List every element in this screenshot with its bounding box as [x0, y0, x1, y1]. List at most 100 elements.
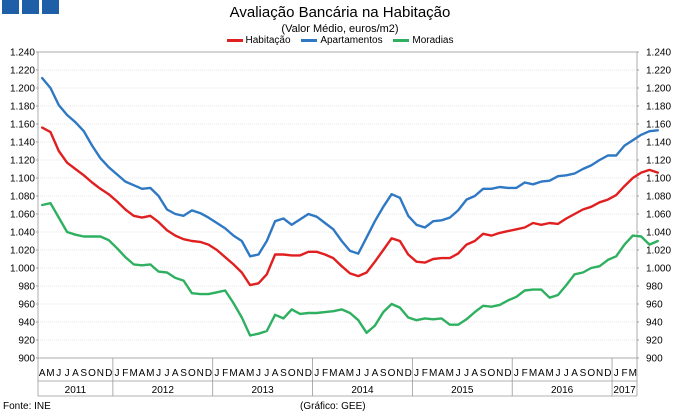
y-tick-label-left: 900 [18, 354, 35, 365]
y-tick-label-left: 1.140 [10, 138, 35, 149]
x-month-label: D [105, 368, 112, 379]
x-month-label: M [46, 368, 54, 379]
x-year-label: 2016 [551, 385, 574, 396]
y-tick-label-left: 1.240 [10, 48, 35, 59]
x-month-label: M [346, 368, 354, 379]
y-tick-label-left: 960 [18, 300, 35, 311]
x-month-label: A [139, 368, 146, 379]
x-month-label: F [322, 368, 328, 379]
series-line-habitacao [41, 126, 659, 287]
y-tick-label-right: 1.140 [646, 138, 671, 149]
y-tick-label-left: 1.160 [10, 120, 35, 131]
y-tick-label-left: 1.040 [10, 228, 35, 239]
x-month-label: F [222, 368, 228, 379]
legend-label: Habitação [245, 35, 291, 46]
x-month-label: A [538, 368, 545, 379]
x-month-label: J [264, 368, 269, 379]
x-month-label: A [172, 368, 179, 379]
y-tick-label-right: 1.000 [646, 264, 671, 275]
x-month-label: O [188, 368, 196, 379]
x-month-label: M [446, 368, 454, 379]
x-month-label: N [296, 368, 303, 379]
y-tick-label-right: 1.100 [646, 174, 671, 185]
y-tick-label-right: 940 [646, 318, 663, 329]
x-month-label: M [329, 368, 337, 379]
legend-swatch [226, 38, 243, 42]
x-year-label: 2011 [65, 385, 87, 396]
x-month-label: F [522, 368, 528, 379]
legend-item-apartamentos: Apartamentos [301, 35, 383, 46]
logo-block [2, 0, 19, 14]
plot-frame [37, 51, 638, 359]
y-tick-label-right: 1.060 [646, 210, 671, 221]
y-tick-label-right: 920 [646, 336, 663, 347]
x-month-label: J [56, 368, 61, 379]
x-month-label: J [564, 368, 569, 379]
logo-block [22, 0, 39, 14]
x-month-label: D [604, 368, 611, 379]
y-tick-label-right: 1.220 [646, 66, 671, 77]
chart-legend: Habitação Apartamentos Moradias [0, 35, 680, 46]
x-month-label: S [280, 368, 287, 379]
x-month-label: O [88, 368, 96, 379]
y-tick-label-left: 1.220 [10, 66, 35, 77]
y-tick-label-left: 1.020 [10, 246, 35, 257]
y-tick-label-right: 1.040 [646, 228, 671, 239]
x-month-label: O [488, 368, 496, 379]
chart-title: Avaliação Bancária na Habitação [229, 4, 451, 21]
y-tick-label-left: 1.100 [10, 174, 35, 185]
y-tick-label-right: 1.160 [646, 120, 671, 131]
y-tick-label-right: 900 [646, 354, 663, 365]
x-month-label: A [39, 368, 46, 379]
x-month-label: O [587, 368, 595, 379]
x-month-label: D [405, 368, 412, 379]
legend-label: Moradias [412, 35, 454, 46]
x-month-label: A [338, 368, 345, 379]
x-year-label: 2013 [252, 385, 275, 396]
x-month-label: M [545, 368, 553, 379]
x-month-label: F [422, 368, 428, 379]
y-tick-label-right: 1.200 [646, 84, 671, 95]
x-month-label: J [156, 368, 161, 379]
x-month-label: A [272, 368, 279, 379]
y-tick-label-left: 1.180 [10, 102, 35, 113]
logo-block [42, 0, 59, 14]
series-line-apartamentos [41, 76, 659, 258]
x-month-label: S [380, 368, 387, 379]
x-month-label: S [180, 368, 187, 379]
x-month-label: N [396, 368, 403, 379]
x-month-label: M [529, 368, 537, 379]
x-month-label: A [72, 368, 79, 379]
x-month-label: J [356, 368, 361, 379]
x-month-label: A [571, 368, 578, 379]
x-month-label: J [65, 368, 70, 379]
x-month-label: D [305, 368, 312, 379]
source-note: Fonte: INE [3, 401, 51, 412]
x-year-label: 2014 [351, 385, 374, 396]
x-month-label: J [164, 368, 169, 379]
x-month-label: J [555, 368, 560, 379]
x-month-label: M [629, 368, 637, 379]
x-month-label: J [256, 368, 261, 379]
x-year-label: 2015 [451, 385, 474, 396]
x-year-label: 2017 [613, 385, 636, 396]
x-month-label: J [364, 368, 369, 379]
x-month-label: N [596, 368, 603, 379]
x-month-label: M [229, 368, 237, 379]
x-month-label: M [246, 368, 254, 379]
y-tick-label-left: 1.200 [10, 84, 35, 95]
x-month-label: O [388, 368, 396, 379]
legend-item-habitacao: Habitação [226, 35, 291, 46]
x-month-label: O [288, 368, 296, 379]
x-month-label: J [314, 368, 319, 379]
x-year-label: 2012 [152, 385, 175, 396]
x-month-label: S [80, 368, 87, 379]
x-month-label: A [438, 368, 445, 379]
x-month-label: J [115, 368, 120, 379]
y-tick-label-left: 920 [18, 336, 35, 347]
x-month-label: N [97, 368, 104, 379]
y-tick-label-right: 960 [646, 300, 663, 311]
x-month-label: M [146, 368, 154, 379]
x-month-label: J [464, 368, 469, 379]
y-tick-label-left: 980 [18, 282, 35, 293]
